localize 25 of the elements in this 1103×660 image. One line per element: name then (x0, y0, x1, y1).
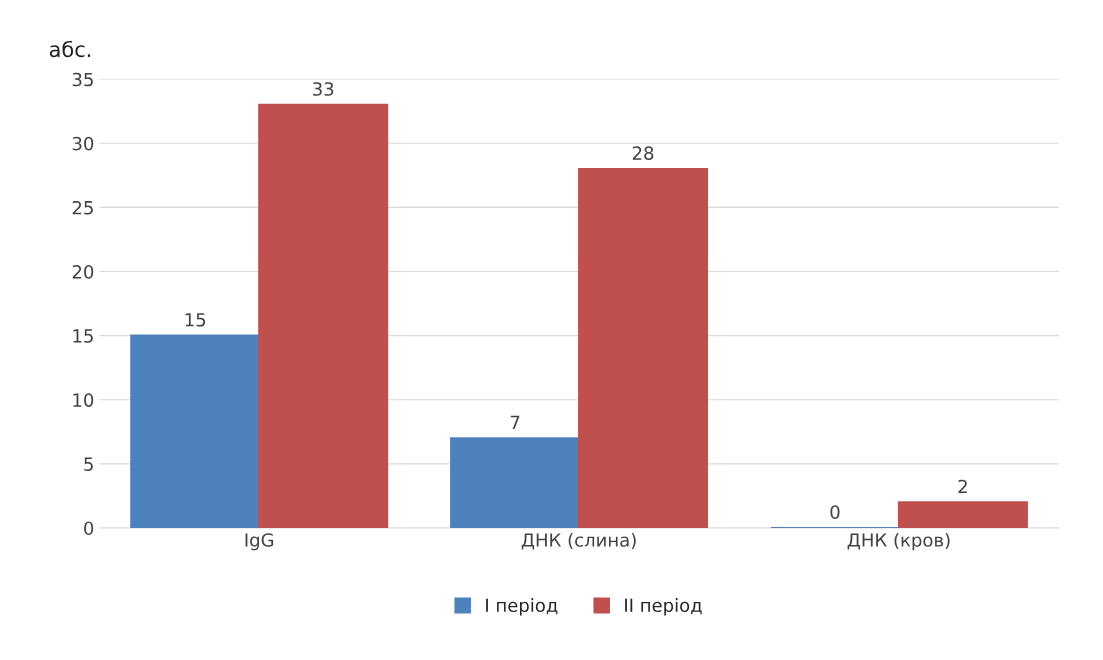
legend-label: I період (486, 598, 558, 616)
data-label: 28 (632, 146, 654, 160)
y-tick-label: 15 (73, 329, 93, 343)
legend-label: II період (625, 598, 702, 616)
y-axis-title: абс. (49, 40, 91, 58)
y-tick-label: 25 (72, 200, 93, 215)
data-label: 33 (313, 82, 334, 96)
y-tick-label: 0 (84, 521, 94, 536)
data-label: 2 (958, 479, 967, 494)
data-label: 15 (185, 313, 206, 327)
data-label: 0 (830, 505, 840, 519)
x-tick-label: ДНК (слина) (521, 532, 636, 550)
y-tick-label: 5 (84, 457, 93, 471)
bar (578, 167, 709, 528)
y-tick-label: 20 (72, 265, 94, 279)
y-tick-label: 30 (72, 136, 94, 151)
y-tick-label: 35 (72, 72, 93, 87)
x-tick-label: ДНК (кров) (847, 532, 950, 551)
bar (450, 437, 581, 528)
bar (897, 501, 1028, 528)
bar (258, 103, 389, 528)
data-label: 7 (510, 415, 520, 429)
bar (130, 334, 261, 528)
x-tick-label: IgG (245, 533, 274, 551)
y-tick-label: 10 (73, 393, 94, 407)
